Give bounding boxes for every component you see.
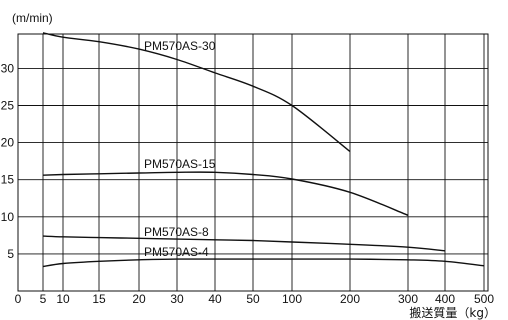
x-tick-labels: 0 5 10 15 20 30 40 50 100 200 300 400 500: [15, 292, 495, 306]
x-tick-label: 15: [92, 292, 106, 306]
y-tick-label: 5: [7, 247, 14, 261]
y-tick-labels: 5 10 15 20 25 30: [1, 61, 15, 261]
series-line: [42, 32, 351, 153]
vertical-gridlines: [42, 34, 485, 291]
x-tick-label: 20: [132, 292, 146, 306]
series-line: [42, 171, 409, 216]
x-tick-label: 30: [170, 292, 184, 306]
horizontal-gridlines: [18, 67, 488, 255]
x-tick-label: 0: [15, 292, 22, 306]
series-line: [42, 235, 446, 252]
series-curves: [42, 32, 485, 268]
x-tick-label: 10: [56, 292, 70, 306]
series-label: PM570AS-8: [144, 225, 209, 239]
x-tick-label: 50: [246, 292, 260, 306]
x-tick-label: 100: [282, 292, 302, 306]
x-tick-label: 400: [435, 292, 455, 306]
series-line: [42, 258, 485, 268]
x-tick-label: 500: [474, 292, 494, 306]
x-tick-label: 40: [208, 292, 222, 306]
series-label: PM570AS-15: [144, 157, 216, 171]
x-tick-label: 300: [398, 292, 418, 306]
series-labels: PM570AS-30 PM570AS-15 PM570AS-8 PM570AS-4: [144, 39, 216, 259]
y-tick-label: 15: [1, 173, 15, 187]
y-unit-label: (m/min): [12, 11, 53, 25]
y-tick-label: 30: [1, 61, 15, 75]
x-axis-label: 搬送質量（kg）: [409, 305, 496, 320]
x-tick-label: 200: [340, 292, 360, 306]
y-tick-label: 10: [1, 210, 15, 224]
series-label: PM570AS-4: [144, 245, 209, 259]
x-tick-label: 5: [40, 292, 47, 306]
y-tick-label: 25: [1, 99, 15, 113]
plot-frame: [17, 33, 489, 292]
series-label: PM570AS-30: [144, 39, 216, 53]
y-tick-label: 20: [1, 136, 15, 150]
